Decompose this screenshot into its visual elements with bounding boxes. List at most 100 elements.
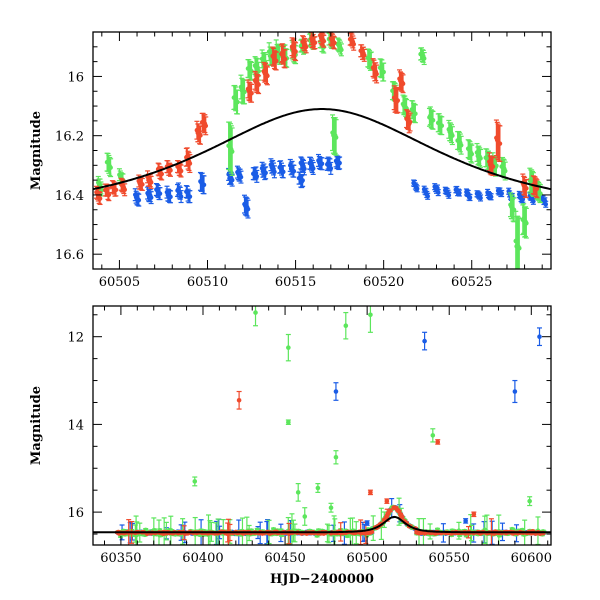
data-point-green [108,158,114,178]
data-point-blue [543,200,549,208]
data-point-green [523,207,529,239]
data-point-red [264,66,270,86]
x-tick-label: 60510 [187,275,228,290]
data-point-red [106,188,112,202]
y-tick-label: 16.6 [55,248,84,263]
outlier-point-blue [537,327,543,347]
data-point-red [148,175,154,189]
data-point-blue [456,189,462,197]
data-point-blue [238,170,244,184]
y-tick-label: 16.4 [55,189,84,204]
top-panel-data-layer [93,32,551,269]
data-point-red [331,36,337,50]
bottom-y-axis-label: Magnitude [29,386,44,465]
data-point-red [256,75,262,95]
y-tick-label: 14 [67,418,84,433]
data-point-blue [263,166,269,180]
data-point-blue [148,191,154,205]
outlier-point-green [527,496,533,507]
data-point-blue [520,195,526,203]
top-y-axis-label: Magnitude [29,111,44,190]
data-point-blue [300,173,306,187]
data-point-blue [178,190,184,204]
data-point-red [312,36,318,50]
data-point-red [203,116,209,136]
data-point-blue [254,169,260,183]
data-point-blue [280,165,286,179]
outlier-point-green [285,419,291,426]
data-point-blue [310,161,316,175]
y-tick-label: 16 [67,70,84,85]
data-point-red [139,177,145,191]
data-point-red [387,508,393,513]
data-point-blue [478,194,484,202]
data-point-red [396,509,402,514]
data-point-blue [271,165,277,179]
outlier-point-blue [422,331,428,351]
data-point-red [395,88,401,113]
data-point-red [374,64,380,84]
data-point-blue [187,190,193,204]
data-point-blue [291,164,297,178]
data-point-blue [301,162,307,176]
data-point-red [168,163,174,177]
outlier-point-green [253,306,259,327]
outlier-point-green [343,311,349,340]
y-tick-label: 16 [67,506,84,521]
x-tick-label: 60525 [451,275,492,290]
bottom-panel-light-curve-full: 60350 60400 60450 60500 60550 60600 12 14 16 Mag… [29,305,552,587]
x-tick-label: 60450 [264,551,305,566]
data-point-red [122,183,128,197]
data-point-blue [446,191,452,199]
data-point-green [338,43,344,57]
data-point-red [400,74,406,94]
data-point-blue [168,190,174,204]
data-point-red [197,125,203,145]
outlier-point-red [384,498,390,504]
x-tick-label: 60600 [511,551,552,566]
data-point-red [407,112,413,132]
model-curve [93,515,551,534]
y-tick-label: 12 [67,331,84,346]
outlier-point-green [430,428,436,443]
outlier-point-green [295,483,301,502]
outlier-point-green [333,450,339,465]
data-point-red [303,40,309,54]
outlier-point-green [302,507,308,526]
data-point-blue [136,193,142,207]
data-point-red [280,45,286,65]
data-point-green [421,52,427,66]
data-point-green [439,116,445,136]
data-point-green [241,79,247,105]
data-point-red [249,83,255,103]
data-point-blue [157,187,163,201]
outlier-point-blue [463,518,469,524]
x-tick-label: 60400 [182,551,223,566]
outlier-point-green [328,502,334,513]
y-tick-label: 16.2 [55,130,84,145]
data-point-blue [414,185,420,193]
x-tick-label: 60350 [100,551,141,566]
data-point-green [229,127,235,176]
data-point-blue [530,197,536,205]
data-point-blue [499,189,505,198]
data-point-red [178,164,184,178]
bottom-panel-axes: 60350 60400 60450 60500 60550 60600 12 14 16 [67,305,552,566]
data-point-red [361,48,367,62]
data-point-red [351,37,357,51]
data-point-green [458,135,464,155]
x-tick-label: 60520 [363,275,404,290]
data-point-blue [435,189,441,197]
plot-area [93,32,551,269]
x-tick-label: 60500 [346,551,387,566]
data-point-green [381,62,387,82]
bottom-panel-data-layer [93,306,551,545]
outlier-point-blue [364,520,370,526]
data-point-green [412,104,418,124]
outlier-point-blue [512,379,518,404]
outlier-point-red [435,439,441,445]
data-point-blue [245,199,251,219]
outlier-point-green [367,306,373,333]
data-point-blue [337,156,343,170]
